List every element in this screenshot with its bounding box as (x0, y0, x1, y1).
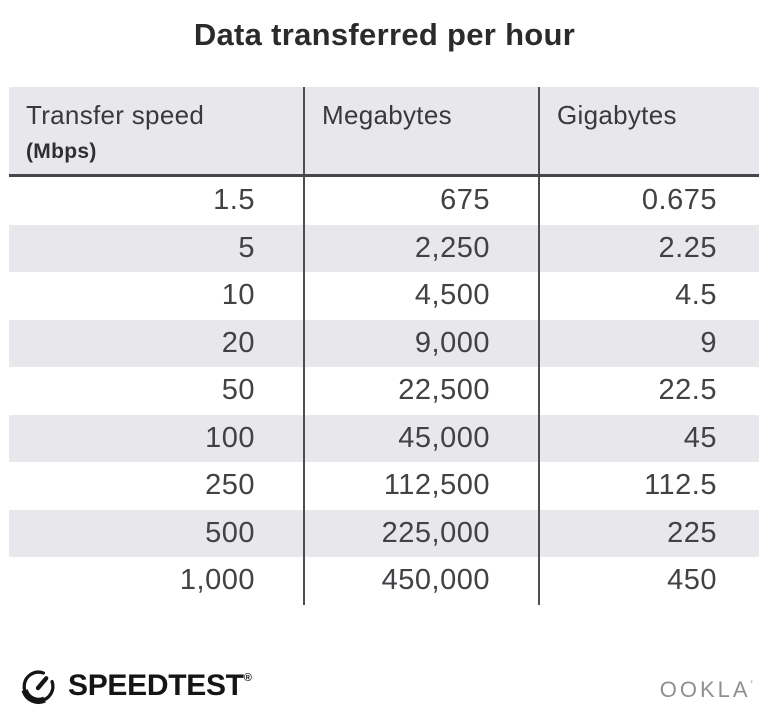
table-row: 1,000 450,000 450 (9, 557, 759, 605)
table-row: 10 4,500 4.5 (9, 272, 759, 320)
data-table: Transfer speed (Mbps) Megabytes Gigabyte… (9, 87, 759, 605)
cell-speed: 50 (221, 374, 255, 406)
speedtest-wordmark: SPEEDTEST® (68, 669, 252, 703)
footer: SPEEDTEST® OOKLA’ (0, 663, 769, 715)
cell-megabytes: 45,000 (303, 414, 538, 462)
ookla-logo: OOKLA’ (660, 677, 753, 703)
header-megabytes: Megabytes (303, 87, 538, 174)
header-transfer-speed: Transfer speed (Mbps) (9, 87, 303, 174)
cell-speed: 5 (238, 231, 255, 264)
cell-speed: 500 (205, 516, 255, 549)
table-row: 50 22,500 22.5 (9, 367, 759, 415)
speedtest-logo: SPEEDTEST® (18, 665, 252, 706)
table-row: 100 45,000 45 (9, 414, 759, 462)
table-row: 20 9,000 9 (9, 319, 759, 367)
cell-speed: 100 (205, 421, 255, 454)
table-row: 500 225,000 225 (9, 509, 759, 557)
cell-gigabytes: 112.5 (538, 462, 759, 510)
cell-megabytes: 4,500 (303, 272, 538, 320)
ookla-trademark-mark: ’ (750, 679, 753, 691)
table-row: 5 2,250 2.25 (9, 224, 759, 272)
ookla-label: OOKLA (659, 677, 751, 702)
cell-gigabytes: 225 (538, 509, 759, 557)
page-title: Data transferred per hour (193, 17, 576, 52)
header-transfer-speed-label: Transfer speed (26, 100, 205, 130)
header-megabytes-label: Megabytes (322, 100, 452, 130)
cell-speed: 250 (205, 469, 255, 501)
table-header-row: Transfer speed (Mbps) Megabytes Gigabyte… (9, 87, 759, 177)
cell-megabytes: 675 (303, 177, 538, 225)
cell-gigabytes: 4.5 (538, 272, 759, 320)
cell-gigabytes: 9 (538, 319, 759, 367)
infographic-page: { "title": "Data transferred per hour", … (0, 17, 769, 715)
cell-speed: 1,000 (179, 564, 255, 596)
cell-speed: 20 (221, 326, 255, 359)
cell-megabytes: 450,000 (303, 557, 538, 605)
cell-gigabytes: 22.5 (538, 367, 759, 415)
table-row: 250 112,500 112.5 (9, 462, 759, 510)
cell-megabytes: 2,250 (303, 224, 538, 272)
table-row: 1.5 675 0.675 (9, 177, 759, 225)
cell-megabytes: 225,000 (303, 509, 538, 557)
speedtest-gauge-icon (21, 670, 55, 705)
cell-speed: 10 (221, 279, 255, 311)
header-gigabytes: Gigabytes (538, 87, 759, 174)
cell-speed: 1.5 (213, 184, 255, 216)
header-gigabytes-label: Gigabytes (557, 100, 677, 130)
cell-gigabytes: 45 (538, 414, 759, 462)
registered-mark: ® (243, 671, 252, 684)
cell-megabytes: 22,500 (303, 367, 538, 415)
cell-megabytes: 9,000 (303, 319, 538, 367)
speedtest-label: SPEEDTEST (68, 668, 244, 702)
cell-gigabytes: 2.25 (538, 224, 759, 272)
table-body: 1.5 675 0.675 5 2,250 2.25 10 4,500 4.5 … (9, 177, 759, 605)
cell-gigabytes: 0.675 (538, 177, 759, 225)
header-transfer-speed-unit: (Mbps) (26, 140, 97, 163)
cell-gigabytes: 450 (538, 557, 759, 605)
cell-megabytes: 112,500 (303, 462, 538, 510)
